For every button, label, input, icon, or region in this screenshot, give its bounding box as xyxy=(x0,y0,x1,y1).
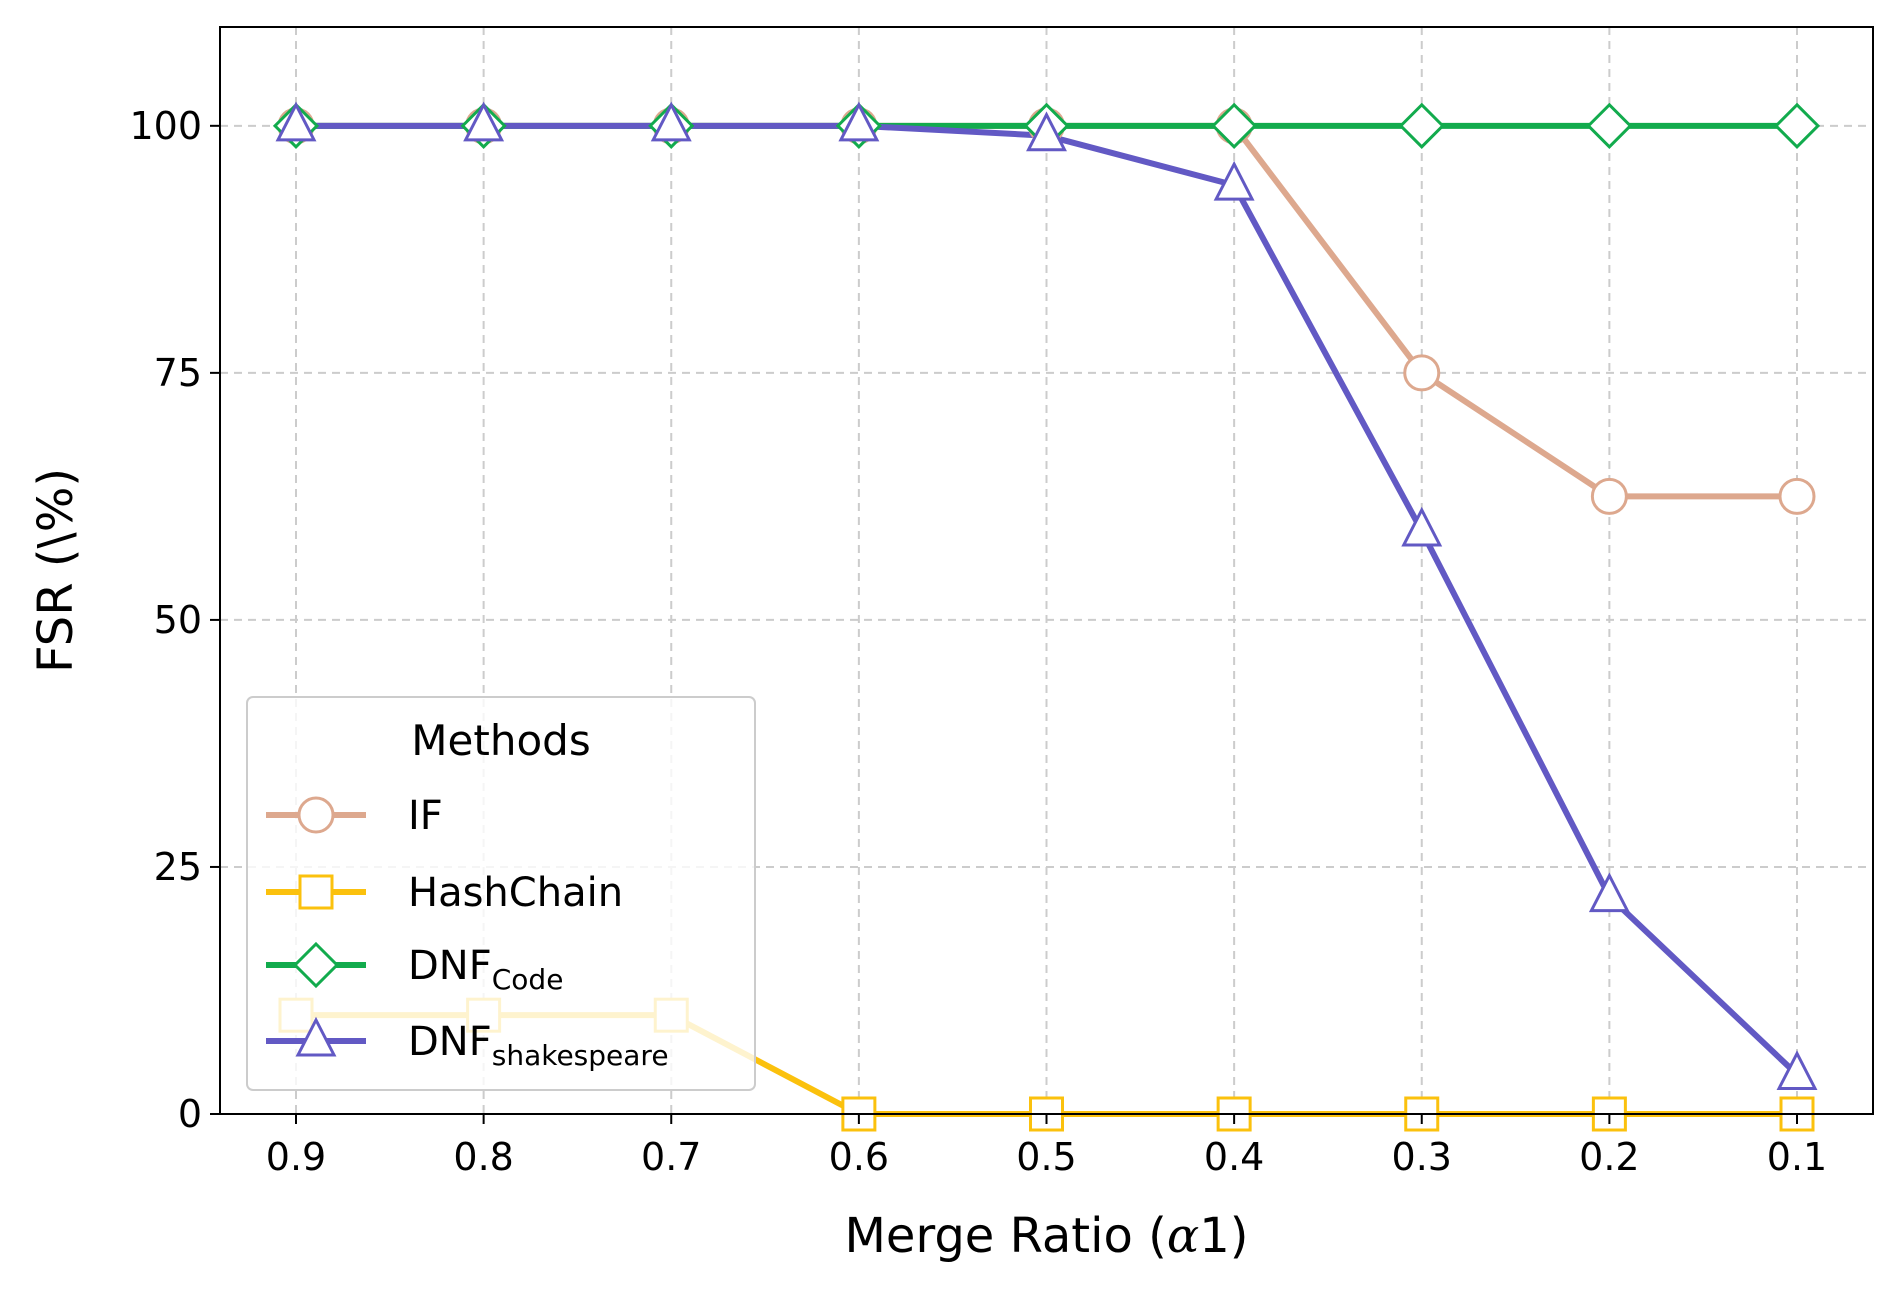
x-tick-label: 0.5 xyxy=(1016,1135,1076,1179)
legend-label-main: DNF xyxy=(408,1019,492,1065)
data-point-dnf-shakespeare xyxy=(275,101,317,142)
data-point-dnf-code xyxy=(1211,102,1258,149)
y-tick-label: 100 xyxy=(129,104,202,148)
data-point-dnf-code xyxy=(1773,102,1821,149)
x-tick-label: 0.8 xyxy=(453,1135,513,1179)
x-tick-label: 0.2 xyxy=(1579,1135,1639,1179)
legend-label-hashchain: HashChain xyxy=(408,870,623,916)
legend-marker-hashchain xyxy=(298,874,334,910)
data-point-dnf-shakespeare xyxy=(838,101,880,142)
y-tick-label: 25 xyxy=(154,845,202,889)
data-point-dnf-code xyxy=(1398,102,1445,149)
legend-marker-if xyxy=(297,796,335,834)
legend-marker-dnf-shakespeare xyxy=(295,1016,337,1057)
data-point-dnf-shakespeare xyxy=(1401,506,1443,547)
data-point-dnf-shakespeare xyxy=(463,101,505,142)
x-tick-label: 0.7 xyxy=(641,1135,701,1179)
data-point-if xyxy=(1590,477,1628,515)
legend-label-subscript: Code xyxy=(492,963,564,996)
x-axis-title-main: Merge Ratio ( xyxy=(845,1208,1167,1264)
data-point-dnf-shakespeare xyxy=(1776,1050,1818,1090)
data-point-dnf-shakespeare xyxy=(1026,111,1067,152)
x-axis-title-symbol: α xyxy=(1167,1208,1199,1264)
legend-label-main: HashChain xyxy=(408,870,623,916)
y-tick-label: 0 xyxy=(178,1092,202,1136)
x-axis-ticks: 0.9 0.8 0.7 0.6 0.5 0.4 0.3 0.2 0.1 xyxy=(266,1114,1827,1179)
x-tick-label: 0.9 xyxy=(266,1135,326,1179)
y-tick-label: 75 xyxy=(154,351,202,395)
x-tick-label: 0.6 xyxy=(829,1135,889,1179)
x-axis-title-tail: 1) xyxy=(1199,1208,1248,1264)
legend-marker-dnf-code xyxy=(292,941,340,989)
legend-label-if: IF xyxy=(408,793,443,839)
data-point-if xyxy=(1403,354,1441,392)
data-point-dnf-shakespeare xyxy=(650,101,692,142)
y-axis-ticks: 0 25 50 75 100 xyxy=(129,104,220,1136)
y-tick-label: 50 xyxy=(154,598,202,642)
data-point-dnf-shakespeare xyxy=(1213,160,1255,201)
x-tick-label: 0.4 xyxy=(1204,1135,1264,1179)
legend-label-main: DNF xyxy=(408,943,492,989)
legend-label-subscript: shakespeare xyxy=(492,1039,669,1072)
x-tick-label: 0.3 xyxy=(1392,1135,1452,1179)
y-axis-title: FSR (\%) xyxy=(28,468,84,673)
x-axis-title: Merge Ratio (α1) xyxy=(845,1208,1249,1264)
legend-box xyxy=(246,696,756,1091)
x-tick-label: 0.1 xyxy=(1767,1135,1827,1179)
data-point-dnf-shakespeare xyxy=(1588,872,1630,913)
data-point-dnf-code xyxy=(1586,102,1633,149)
legend-label-main: IF xyxy=(408,793,443,839)
legend-title: Methods xyxy=(411,716,590,765)
legend-label-dnf-shakespeare: DNFshakespeare xyxy=(408,1019,669,1072)
data-point-if xyxy=(1778,477,1816,515)
legend-label-dnf-code: DNFCode xyxy=(408,943,563,996)
